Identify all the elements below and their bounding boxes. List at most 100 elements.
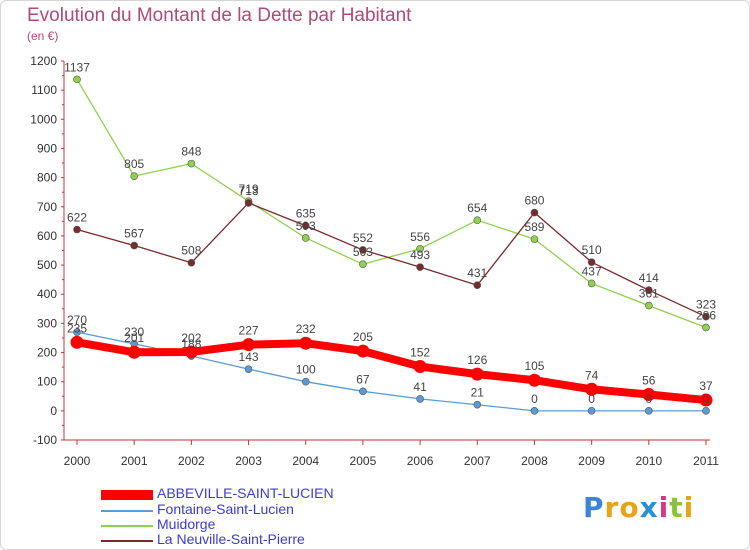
series-2-point-9 xyxy=(587,279,596,288)
series-1-label-1: 230 xyxy=(124,325,144,339)
series-0-label-0: 235 xyxy=(67,321,87,335)
series-3-label-4: 635 xyxy=(296,207,316,221)
series-0-label-2: 202 xyxy=(181,331,201,345)
series-line-2 xyxy=(76,79,707,329)
series-line-0 xyxy=(76,338,707,405)
y-tick-label-900: 900 xyxy=(37,141,57,155)
series-2-point-5 xyxy=(359,260,367,269)
series-0-point-8 xyxy=(527,373,541,387)
series-1-label-0: 270 xyxy=(67,313,87,327)
series-3-point-4 xyxy=(301,221,310,230)
series-3-label-8: 680 xyxy=(524,194,544,208)
series-0-point-3 xyxy=(242,338,256,352)
y-tick-label-400: 400 xyxy=(37,287,57,301)
series-0-point-4 xyxy=(299,336,313,350)
series-1-point-3 xyxy=(244,365,253,373)
series-1-label-6: 41 xyxy=(413,380,427,394)
series-2-label-2: 848 xyxy=(181,145,201,159)
series-0-point-5 xyxy=(356,344,370,358)
series-2-label-11: 286 xyxy=(696,308,716,322)
series-3-point-6 xyxy=(416,263,424,271)
series-2-point-0 xyxy=(73,75,81,84)
series-1-point-0 xyxy=(73,328,81,336)
series-3-label-11: 323 xyxy=(696,298,716,312)
y-tick-label-100: 100 xyxy=(37,375,57,389)
x-tick-label-2009: 2009 xyxy=(578,454,605,468)
series-3-point-5 xyxy=(359,246,367,254)
logo-letter: t xyxy=(669,491,684,524)
x-tick-label-2006: 2006 xyxy=(407,454,434,468)
series-1-point-5 xyxy=(359,387,367,396)
series-1-label-4: 100 xyxy=(296,363,316,377)
series-1-point-9 xyxy=(587,407,596,415)
series-0-label-6: 152 xyxy=(410,346,430,360)
x-tick-label-2008: 2008 xyxy=(521,454,548,468)
series-0-point-0 xyxy=(70,335,84,349)
series-2-label-10: 361 xyxy=(639,287,659,301)
series-1-label-10: 0 xyxy=(645,392,652,406)
series-1-label-3: 143 xyxy=(239,350,259,364)
series-2-label-3: 719 xyxy=(239,182,259,196)
series-2-label-4: 593 xyxy=(296,219,316,233)
series-2-point-7 xyxy=(473,216,482,224)
legend-label-muidorge: Muidorge xyxy=(157,516,216,532)
series-3-point-0 xyxy=(73,225,81,234)
x-tick-label-2000: 2000 xyxy=(64,454,91,468)
series-1-label-9: 0 xyxy=(588,392,595,406)
x-tick-label-2003: 2003 xyxy=(235,454,262,468)
series-0-point-2 xyxy=(184,345,198,359)
series-2-point-8 xyxy=(530,235,539,243)
series-0-label-1: 201 xyxy=(124,331,144,345)
series-1-label-5: 67 xyxy=(356,372,370,386)
series-2-point-1 xyxy=(130,172,138,180)
series-3-label-0: 622 xyxy=(67,211,87,225)
x-tick-label-2004: 2004 xyxy=(292,454,319,468)
series-0-point-9 xyxy=(585,382,599,396)
series-3-point-10 xyxy=(645,286,653,294)
series-3-label-7: 431 xyxy=(467,266,487,280)
data-labels-layer: 270 230 188 143 100 67 41 21 0 0 0 0 1137 805 848 719 59… xyxy=(64,60,716,405)
series-1-label-2: 188 xyxy=(181,337,201,351)
series-3-label-5: 552 xyxy=(353,231,373,245)
series-2-label-9: 437 xyxy=(582,264,602,278)
series-0-point-7 xyxy=(470,367,484,381)
series-1-point-8 xyxy=(530,407,539,415)
y-tick-label-200: 200 xyxy=(37,346,57,360)
logo-letter: o xyxy=(619,491,640,524)
series-2-label-6: 556 xyxy=(410,230,430,244)
series-1-label-7: 21 xyxy=(471,386,485,400)
logo-letter: x xyxy=(639,491,659,524)
series-3-point-11 xyxy=(702,312,710,321)
legend-label-neuville: La Neuville-Saint-Pierre xyxy=(157,531,305,547)
series-1-point-10 xyxy=(645,407,653,415)
legend-swatch-abbeville xyxy=(101,490,153,500)
y-tick-label-1200: 1200 xyxy=(30,54,57,68)
series-3-label-3: 713 xyxy=(239,184,259,198)
series-2-label-5: 503 xyxy=(353,245,373,259)
series-1-point-7 xyxy=(473,400,482,409)
series-3-label-2: 508 xyxy=(181,244,201,258)
y-tick-label-800: 800 xyxy=(37,171,57,185)
series-2-point-11 xyxy=(702,323,710,332)
legend-label-abbeville: ABBEVILLE-SAINT-LUCIEN xyxy=(157,485,334,501)
series-3-label-1: 567 xyxy=(124,227,144,241)
series-1-label-11: 0 xyxy=(703,392,710,406)
series-3-label-9: 510 xyxy=(582,243,602,257)
x-tick-label-2002: 2002 xyxy=(178,454,205,468)
series-line-1 xyxy=(76,331,706,412)
series-0-label-4: 232 xyxy=(296,322,316,336)
y-tick-label-700: 700 xyxy=(37,200,57,214)
legend-swatch-neuville xyxy=(101,540,153,542)
series-2-label-1: 805 xyxy=(124,157,144,171)
y-tick-label-1000: 1000 xyxy=(30,112,57,126)
logo-letter: r xyxy=(604,491,620,524)
series-1-label-8: 0 xyxy=(531,392,538,406)
series-3-label-10: 414 xyxy=(639,271,659,285)
series-0-label-10: 56 xyxy=(642,374,656,388)
x-tick-label-2005: 2005 xyxy=(350,454,377,468)
series-2-point-10 xyxy=(645,301,653,310)
y-tick-label-600: 600 xyxy=(37,229,57,243)
series-3-point-3 xyxy=(244,199,253,207)
x-tick-label-2007: 2007 xyxy=(464,454,491,468)
